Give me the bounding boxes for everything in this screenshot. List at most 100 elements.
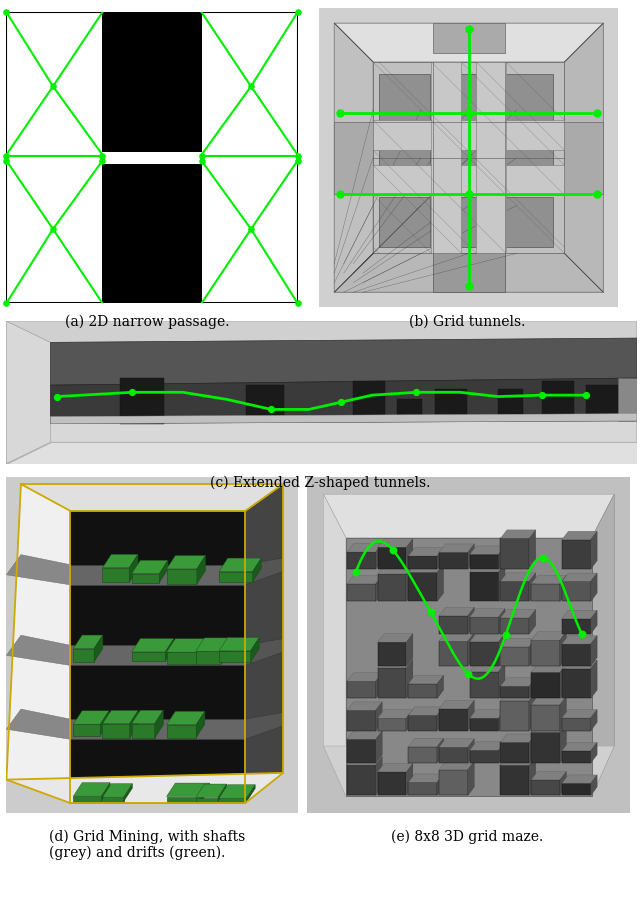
- Polygon shape: [591, 636, 597, 666]
- Point: [292, 297, 303, 312]
- Polygon shape: [347, 702, 382, 710]
- Polygon shape: [166, 639, 205, 652]
- Bar: [433, 254, 505, 293]
- Point: [426, 605, 436, 619]
- Bar: [470, 751, 499, 764]
- Bar: [219, 572, 253, 582]
- Bar: [542, 381, 573, 420]
- Polygon shape: [378, 764, 413, 772]
- Polygon shape: [562, 709, 597, 718]
- Bar: [500, 766, 529, 796]
- Polygon shape: [245, 484, 283, 803]
- Polygon shape: [406, 634, 413, 666]
- Bar: [347, 584, 376, 602]
- Text: (e) 8x8 3D grid maze.: (e) 8x8 3D grid maze.: [391, 829, 543, 843]
- Polygon shape: [562, 775, 597, 784]
- Text: (b) Grid tunnels.: (b) Grid tunnels.: [409, 314, 525, 329]
- Polygon shape: [591, 611, 597, 634]
- Polygon shape: [468, 762, 474, 796]
- Bar: [439, 552, 468, 570]
- Bar: [470, 672, 499, 698]
- Bar: [74, 649, 94, 663]
- Polygon shape: [196, 784, 227, 798]
- Bar: [408, 747, 437, 764]
- Polygon shape: [101, 783, 110, 802]
- Polygon shape: [132, 710, 163, 724]
- Bar: [347, 740, 376, 764]
- Bar: [470, 573, 499, 602]
- Polygon shape: [439, 607, 474, 616]
- Polygon shape: [531, 697, 566, 705]
- Bar: [433, 24, 505, 54]
- Polygon shape: [347, 732, 382, 740]
- Polygon shape: [499, 664, 505, 698]
- Bar: [246, 386, 284, 423]
- Polygon shape: [500, 573, 536, 582]
- Bar: [74, 724, 100, 736]
- Polygon shape: [591, 573, 597, 602]
- Polygon shape: [529, 610, 536, 634]
- Point: [351, 565, 361, 580]
- Bar: [373, 62, 564, 254]
- Polygon shape: [499, 634, 505, 666]
- Point: [463, 23, 474, 38]
- Bar: [378, 642, 406, 666]
- Polygon shape: [406, 710, 413, 731]
- Polygon shape: [439, 762, 474, 770]
- Polygon shape: [529, 757, 536, 796]
- Bar: [500, 539, 529, 570]
- Polygon shape: [439, 700, 474, 709]
- Polygon shape: [334, 24, 373, 293]
- Polygon shape: [376, 757, 382, 796]
- Polygon shape: [470, 609, 505, 618]
- Polygon shape: [245, 639, 283, 665]
- Point: [292, 154, 303, 169]
- Bar: [102, 165, 202, 304]
- Point: [1, 154, 12, 169]
- Point: [592, 187, 602, 201]
- Bar: [498, 390, 524, 421]
- Bar: [439, 616, 468, 634]
- Polygon shape: [132, 639, 174, 652]
- Polygon shape: [406, 539, 413, 570]
- Polygon shape: [408, 548, 444, 556]
- Polygon shape: [408, 774, 444, 782]
- Polygon shape: [529, 734, 536, 764]
- Bar: [70, 565, 245, 585]
- Polygon shape: [166, 711, 205, 725]
- Bar: [500, 618, 529, 634]
- Polygon shape: [562, 743, 597, 751]
- Polygon shape: [347, 576, 382, 584]
- Point: [196, 150, 207, 165]
- Bar: [500, 743, 529, 764]
- Bar: [334, 122, 373, 194]
- Polygon shape: [500, 693, 536, 701]
- Bar: [373, 121, 564, 151]
- Polygon shape: [376, 702, 382, 731]
- Polygon shape: [470, 547, 505, 555]
- Bar: [373, 166, 564, 196]
- Bar: [500, 582, 529, 602]
- Polygon shape: [406, 566, 413, 602]
- Bar: [397, 400, 422, 421]
- Polygon shape: [470, 710, 505, 719]
- Point: [463, 279, 474, 294]
- Polygon shape: [437, 774, 444, 796]
- Polygon shape: [376, 576, 382, 602]
- Bar: [618, 379, 637, 421]
- Point: [1, 297, 12, 312]
- Bar: [470, 642, 499, 666]
- Bar: [378, 772, 406, 796]
- Bar: [431, 62, 461, 254]
- Bar: [219, 652, 250, 663]
- Polygon shape: [437, 548, 444, 570]
- Point: [1, 150, 12, 165]
- Polygon shape: [560, 632, 566, 666]
- Polygon shape: [74, 635, 103, 649]
- Point: [537, 389, 547, 403]
- Polygon shape: [129, 555, 138, 583]
- Bar: [70, 645, 245, 665]
- Polygon shape: [196, 711, 205, 738]
- Bar: [502, 136, 552, 187]
- Bar: [439, 709, 468, 731]
